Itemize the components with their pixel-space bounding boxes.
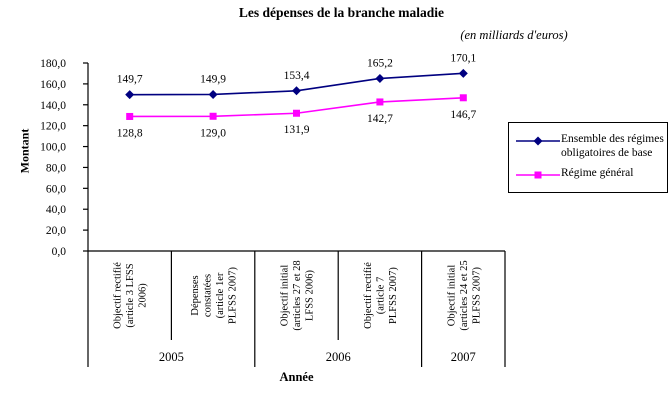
square-marker-icon [126,112,134,120]
category-label: (article 1er [215,272,226,318]
data-point-label: 128,8 [117,127,143,139]
data-point-label: 129,0 [200,127,226,139]
square-marker-icon [459,94,467,102]
diamond-marker-icon [458,68,468,78]
diamond-marker-icon [125,90,135,100]
legend-item: Régime général [515,167,665,182]
data-point-label: 149,9 [200,73,226,85]
year-group-label: 2006 [326,350,351,364]
y-tick-label: 160,0 [40,79,66,91]
legend: Ensemble des régimes obligatoires de bas… [508,122,668,193]
category-label: (article 7 [375,277,386,315]
diamond-marker-icon [375,73,385,83]
year-group-label: 2007 [451,350,476,364]
data-point-label: 170,1 [450,52,476,64]
y-tick-label: 180,0 [40,58,66,70]
category-label: constatées [202,274,213,317]
square-marker-icon [376,98,384,106]
category-label: (articles 24 et 25 [459,260,470,330]
category-label: PLFSS 2007) [388,267,399,324]
category-label: (articles 27 et 28 [292,260,303,330]
y-tick-label: 20,0 [46,225,66,237]
category-label: PLFSS 2007) [471,267,482,324]
category-label: PLFSS 2007) [227,267,238,324]
chart-subtitle: (en milliards d'euros) [460,28,568,42]
year-group-label: 2005 [159,350,184,364]
data-point-label: 146,7 [450,109,476,121]
y-tick-label: 140,0 [40,100,66,112]
y-tick-label: 120,0 [40,121,66,133]
diamond-marker-icon [208,89,218,99]
chart-title: Les dépenses de la branche maladie [238,5,445,20]
diamond-marker-icon [533,136,543,146]
legend-swatch-diamond-icon [516,136,560,146]
square-marker-icon [209,112,217,120]
data-point-label: 131,9 [284,124,310,136]
data-point-label: 149,7 [117,74,143,86]
y-tick-label: 0,0 [52,246,67,258]
data-point-label: 165,2 [367,57,393,69]
category-label: (article 3 LFSS [125,263,136,327]
data-point-label: 142,7 [367,113,393,125]
y-tick-label: 80,0 [46,162,66,174]
category-label: Objectif rectifié [113,262,124,329]
data-point-label: 153,4 [284,70,310,82]
category-label: LFSS 2006) [305,269,316,321]
category-label: 2006) [138,283,149,308]
category-label: Objectif initial [280,265,291,327]
y-tick-label: 100,0 [40,142,66,154]
category-label: Dépenses [190,275,201,315]
legend-label: Régime général [561,167,634,180]
y-tick-label: 60,0 [46,183,66,195]
category-label: Objectif rectifié [363,262,374,329]
square-marker-icon [534,171,542,179]
legend-label: Ensemble des régimes obligatoires de bas… [561,132,664,159]
category-label: Objectif initial [446,265,457,327]
y-axis-title: Montant [17,128,32,174]
diamond-marker-icon [292,86,301,96]
legend-item: Ensemble des régimes obligatoires de bas… [515,133,665,161]
y-tick-label: 40,0 [46,204,66,216]
square-marker-icon [293,109,300,117]
x-axis-title: Année [279,370,314,384]
legend-swatch-square-icon [516,171,560,179]
